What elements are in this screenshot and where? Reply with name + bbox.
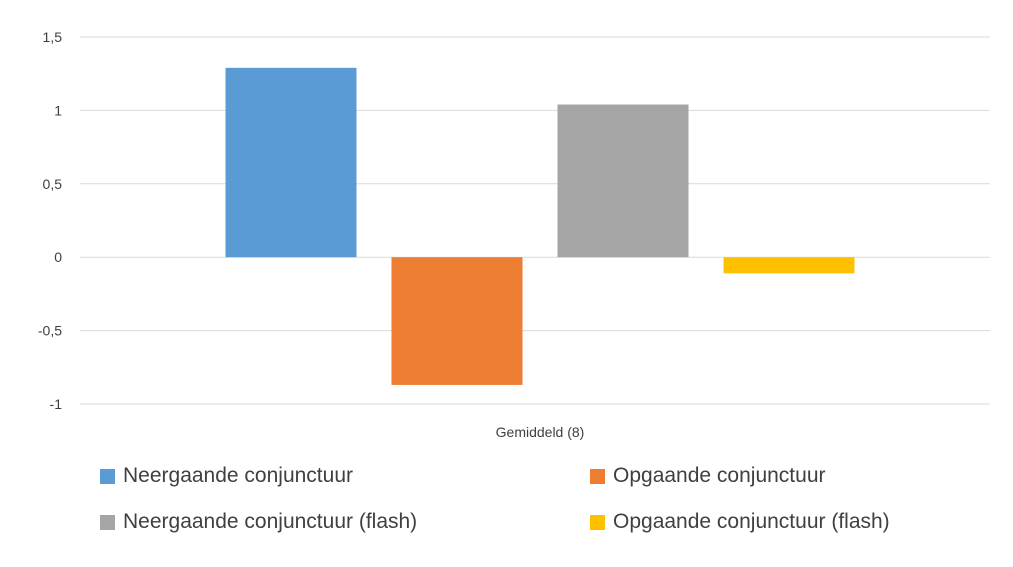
y-tick-label: -0,5 <box>38 323 62 339</box>
legend-item-series-3: Neergaande conjunctuur (flash) <box>100 508 590 536</box>
bar-series-2 <box>391 257 523 385</box>
legend-item-series-2: Opgaande conjunctuur <box>590 462 980 490</box>
y-tick-label: 1,5 <box>43 29 63 45</box>
legend-item-series-1: Neergaande conjunctuur <box>100 462 590 490</box>
legend-label-series-4: Opgaande conjunctuur (flash) <box>613 510 890 533</box>
y-tick-label: 1 <box>54 102 62 118</box>
y-tick-label: 0 <box>54 249 62 265</box>
bar-series-3 <box>557 104 689 258</box>
bars <box>225 67 855 385</box>
x-category-label: Gemiddeld (8) <box>496 424 585 440</box>
bar-series-1 <box>225 67 357 258</box>
legend-item-series-4: Opgaande conjunctuur (flash) <box>590 508 980 536</box>
legend-swatch-series-3 <box>100 514 115 530</box>
y-tick-label: 0,5 <box>43 176 63 192</box>
legend-swatch-series-4 <box>590 514 605 530</box>
y-axis-tick-labels: 1,5 1 0,5 0 -0,5 -1 <box>38 29 62 412</box>
legend-label-series-1: Neergaande conjunctuur <box>123 464 353 487</box>
legend-swatch-series-1 <box>100 468 115 484</box>
legend: Neergaande conjunctuur Opgaande conjunct… <box>100 462 980 536</box>
legend-label-series-3: Neergaande conjunctuur (flash) <box>123 510 418 533</box>
bar-series-4 <box>723 257 855 274</box>
legend-label-series-2: Opgaande conjunctuur <box>613 464 826 487</box>
legend-swatch-series-2 <box>590 468 605 484</box>
bar-chart: 1,5 1 0,5 0 -0,5 -1 Gemiddeld (8) <box>38 29 990 440</box>
y-tick-label: -1 <box>50 396 63 412</box>
gridlines <box>80 36 990 405</box>
